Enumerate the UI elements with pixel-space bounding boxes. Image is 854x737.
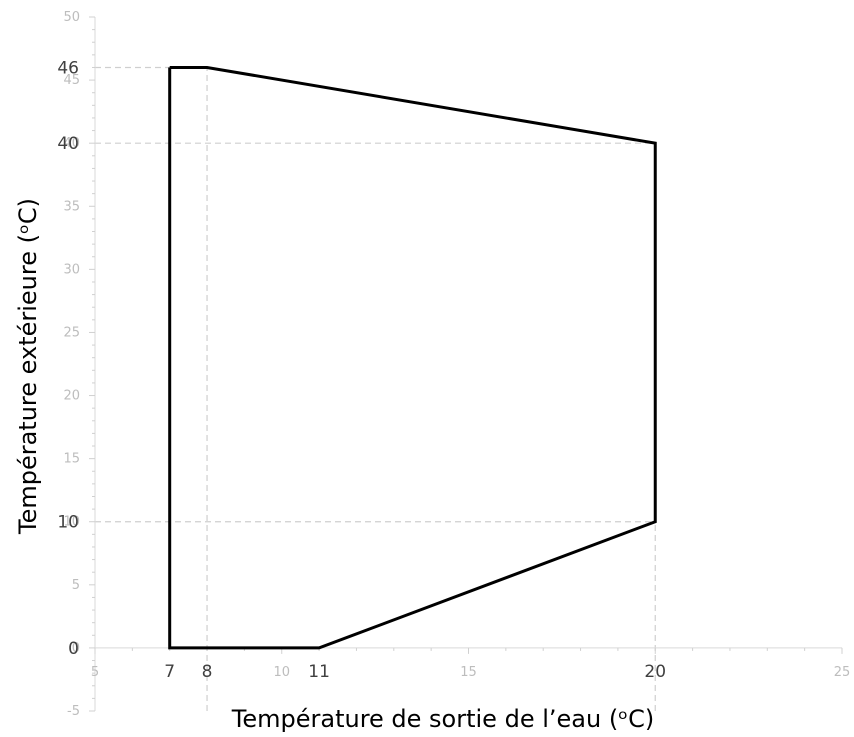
y-annotation-label: 46 [57,58,79,78]
x-axis-title: Température de sortie de l’eau (ᵒC) [231,705,654,733]
y-axis-title: Température extérieure (ᵒC) [14,198,42,535]
y-annotation-label: 40 [57,134,79,154]
x-tick-label: 10 [273,665,290,680]
y-tick-label: 50 [63,10,80,25]
x-tick-label: 15 [460,665,477,680]
y-tick-label: 5 [72,578,80,593]
x-tick-label: 5 [91,665,99,680]
y-tick-label: 20 [63,389,80,404]
x-annotation-label: 20 [644,662,666,682]
x-annotation-label: 11 [308,662,330,682]
guides-layer [95,67,655,711]
y-annotation-label: 0 [68,639,79,659]
axis-layer [89,17,842,711]
y-tick-label: 25 [63,325,80,340]
y-tick-label: 35 [63,199,80,214]
y-tick-label: 15 [63,452,80,467]
envelope-line [170,67,656,647]
series-layer [170,67,656,647]
x-annotation-label: 8 [202,662,213,682]
y-tick-label: -5 [67,704,80,719]
x-tick-label: 25 [834,665,851,680]
x-annotation-label: 7 [164,662,175,682]
y-annotation-label: 10 [57,513,79,533]
y-tick-label: 30 [63,262,80,277]
